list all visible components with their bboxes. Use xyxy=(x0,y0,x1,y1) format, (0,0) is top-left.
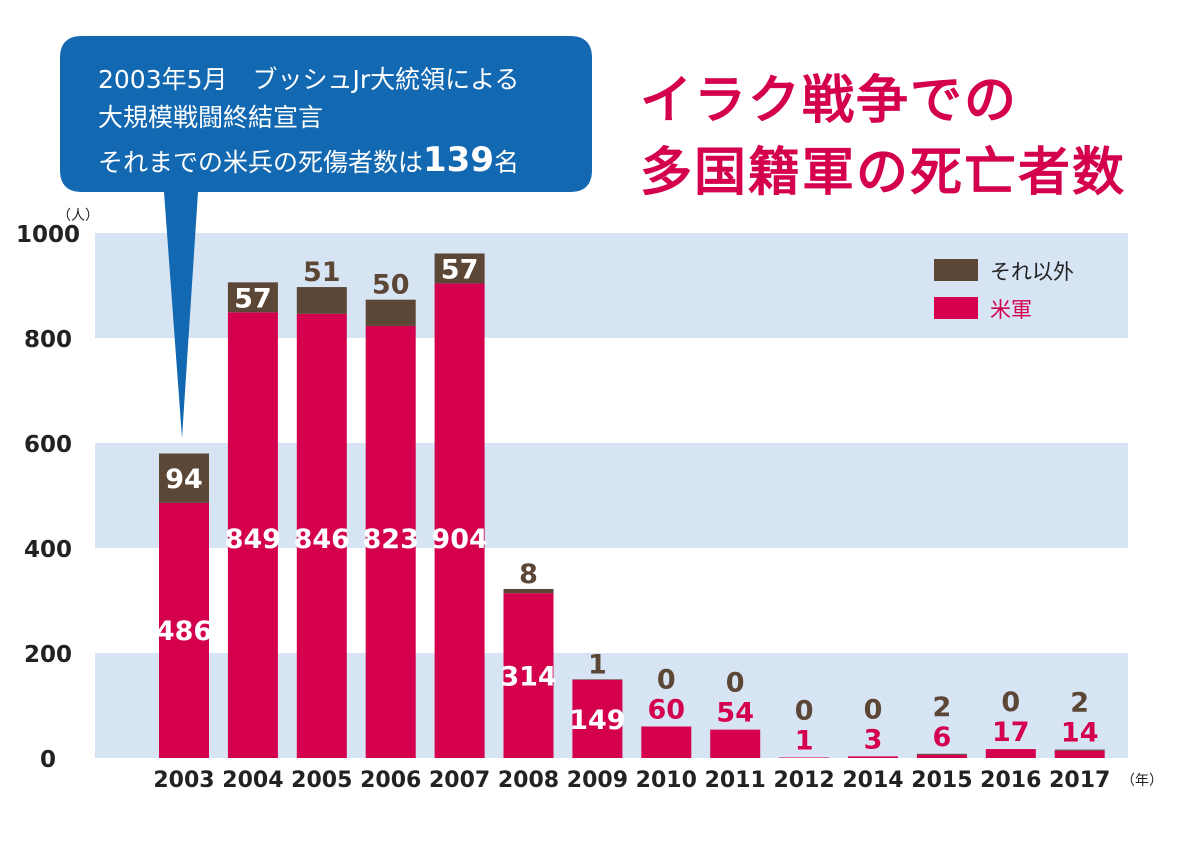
label-other-2015: 2 xyxy=(933,692,952,723)
chart-title-line-1: イラク戦争での xyxy=(640,71,1019,131)
bar-other-2015 xyxy=(916,753,967,755)
callout-line-3-suffix: 名 xyxy=(494,148,520,177)
callout-line-2: 大規模戦闘終結宣言 xyxy=(98,103,324,132)
x-axis-label: （年） xyxy=(1121,773,1163,789)
callout-line-1: 2003年5月 ブッシュJr大統領による xyxy=(98,65,520,94)
callout-line-3: それまでの米兵の死傷者数は139名 xyxy=(98,140,519,180)
label-other-2014: 0 xyxy=(864,694,883,725)
legend-label-us: 米軍 xyxy=(990,298,1032,322)
label-us-2014: 3 xyxy=(864,724,883,755)
bar-us-2009 xyxy=(572,679,623,758)
label-other-2007: 57 xyxy=(441,254,479,285)
label-us-2011: 54 xyxy=(716,698,754,729)
label-other-2017: 2 xyxy=(1070,688,1089,719)
x-tick-label: 2006 xyxy=(360,768,421,793)
y-axis-label: （人） xyxy=(57,208,99,224)
x-tick-label: 2007 xyxy=(429,768,490,793)
x-tick-label: 2012 xyxy=(773,768,834,793)
label-us-2004: 849 xyxy=(225,524,281,555)
legend-swatch-us xyxy=(934,297,978,319)
legend-swatch-other xyxy=(934,259,978,281)
label-other-2006: 50 xyxy=(372,270,410,301)
bar-other-2017 xyxy=(1054,749,1105,751)
label-us-2005: 846 xyxy=(294,524,350,555)
label-other-2003: 94 xyxy=(165,464,203,495)
bar-us-2017 xyxy=(1054,750,1105,758)
label-us-2008: 314 xyxy=(500,662,556,693)
y-tick-label: 1000 xyxy=(16,222,80,248)
label-us-2017: 14 xyxy=(1061,718,1099,749)
label-us-2015: 6 xyxy=(933,722,952,753)
label-other-2005: 51 xyxy=(303,257,341,288)
legend-label-other: それ以外 xyxy=(990,260,1074,284)
callout-line-3-prefix: それまでの米兵の死傷者数は xyxy=(98,148,424,177)
label-other-2012: 0 xyxy=(795,695,814,726)
bar-us-2010 xyxy=(641,726,692,758)
x-tick-label: 2011 xyxy=(705,768,766,793)
label-us-2012: 1 xyxy=(795,725,814,756)
label-other-2016: 0 xyxy=(1001,687,1020,718)
x-tick-label: 2008 xyxy=(498,768,559,793)
bar-us-2012 xyxy=(779,757,830,758)
label-us-2010: 60 xyxy=(648,695,686,726)
x-tick-label: 2015 xyxy=(911,768,972,793)
x-tick-label: 2016 xyxy=(980,768,1041,793)
bar-us-2016 xyxy=(985,749,1036,758)
bar-us-2011 xyxy=(710,729,761,758)
bar-us-2007 xyxy=(434,283,485,758)
x-tick-label: 2009 xyxy=(567,768,628,793)
y-tick-label: 0 xyxy=(40,747,56,773)
label-other-2009: 1 xyxy=(588,649,607,680)
label-us-2006: 823 xyxy=(363,524,419,555)
bar-other-2005 xyxy=(296,287,347,314)
x-tick-label: 2004 xyxy=(222,768,283,793)
label-us-2009: 149 xyxy=(569,705,625,736)
y-tick-label: 800 xyxy=(24,327,72,353)
label-us-2003: 486 xyxy=(156,616,212,647)
bar-other-2006 xyxy=(365,299,416,326)
bar-us-2006 xyxy=(365,325,416,758)
label-other-2010: 0 xyxy=(657,665,676,696)
y-tick-label: 200 xyxy=(24,642,72,668)
callout-count: 139 xyxy=(423,140,494,180)
y-tick-label: 600 xyxy=(24,432,72,458)
chart-title-line-2: 多国籍軍の死亡者数 xyxy=(640,143,1127,203)
bar-other-2003 xyxy=(159,453,209,503)
callout-bubble xyxy=(60,36,592,438)
x-tick-label: 2017 xyxy=(1049,768,1110,793)
label-other-2011: 0 xyxy=(726,668,745,699)
bar-us-2005 xyxy=(296,313,347,758)
label-other-2008: 8 xyxy=(519,559,538,590)
label-us-2007: 904 xyxy=(431,524,487,555)
bar-us-2014 xyxy=(848,756,898,758)
bar-other-2007 xyxy=(434,253,485,284)
bar-us-2015 xyxy=(916,754,967,758)
bar-other-2004 xyxy=(227,282,278,313)
x-tick-label: 2003 xyxy=(153,768,214,793)
bar-us-2003 xyxy=(159,502,209,758)
label-us-2016: 17 xyxy=(992,717,1030,748)
bar-us-2008 xyxy=(503,593,554,758)
x-tick-label: 2014 xyxy=(842,768,903,793)
y-tick-label: 400 xyxy=(24,537,72,563)
bar-other-2008 xyxy=(503,588,554,594)
bar-other-2009 xyxy=(572,679,623,680)
label-other-2004: 57 xyxy=(234,283,272,314)
bar-us-2004 xyxy=(227,312,278,758)
x-tick-label: 2010 xyxy=(636,768,697,793)
x-tick-label: 2005 xyxy=(291,768,352,793)
